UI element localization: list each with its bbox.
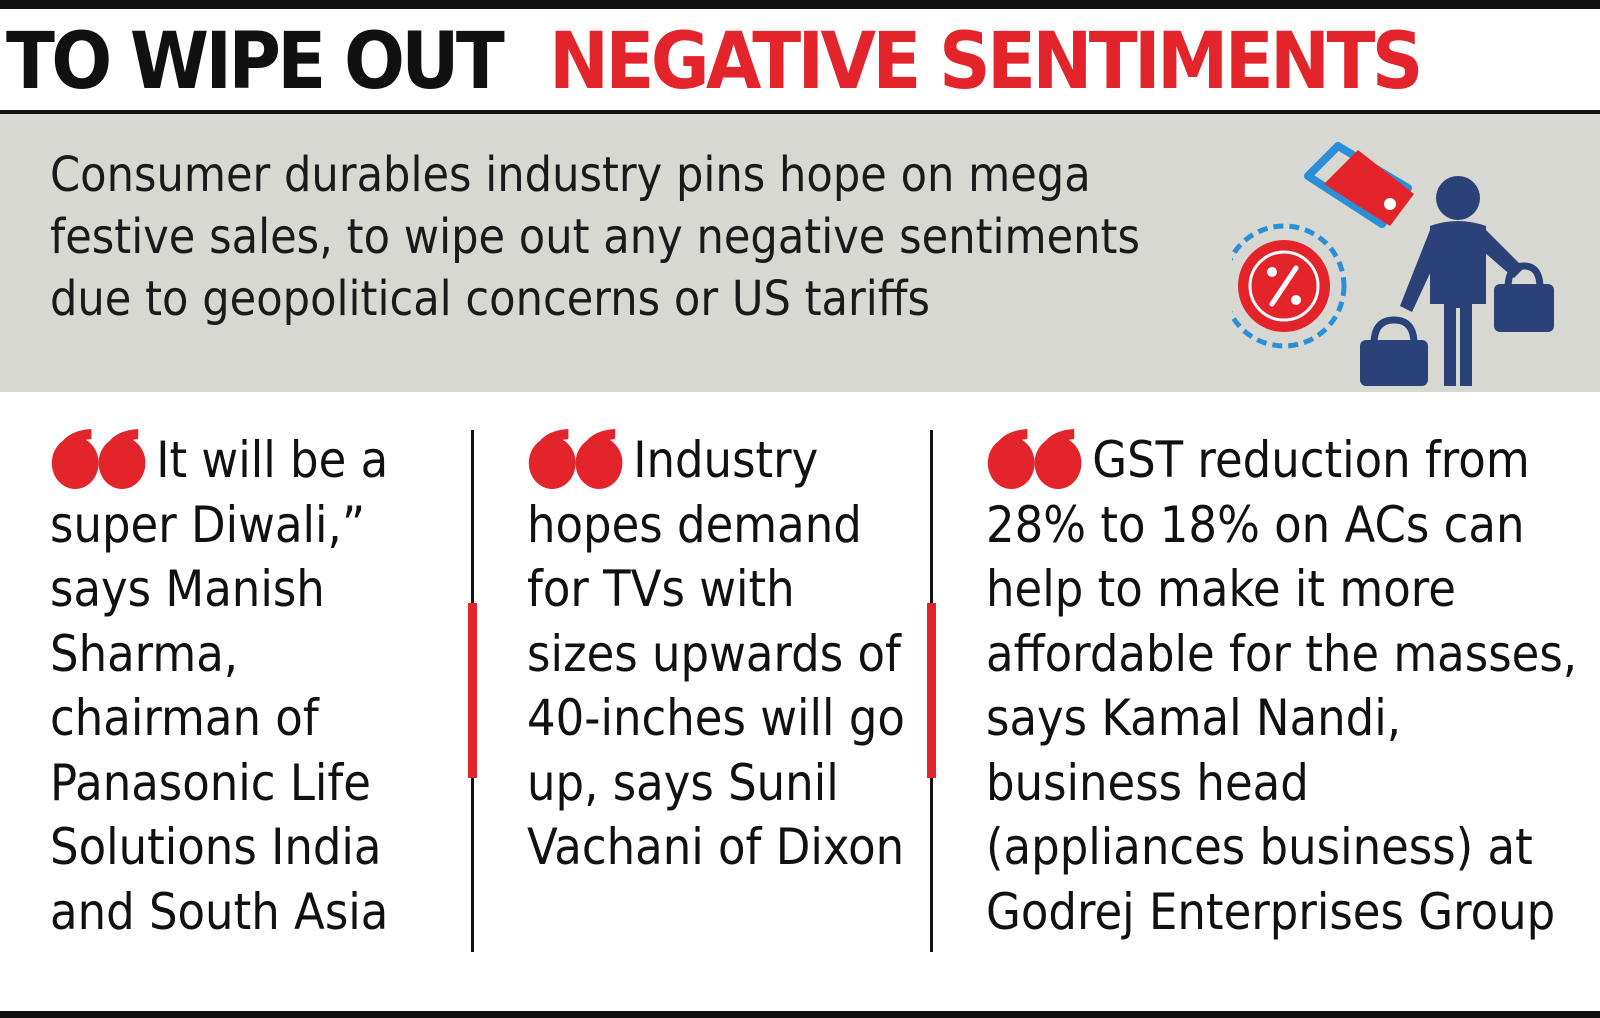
discount-badge-icon xyxy=(1232,223,1347,349)
quote-column-1: It will be a super Diwali,” says Manish … xyxy=(50,425,437,944)
shopping-bag-right-icon xyxy=(1494,262,1554,332)
headline: TO WIPE OUT NEGATIVE SENTIMENTS xyxy=(6,17,1423,107)
quote-mark-icon xyxy=(528,429,623,489)
shopping-bag-left-icon xyxy=(1360,316,1428,386)
quote-text-3: GST reduction from 28% to 18% on ACs can… xyxy=(986,431,1578,941)
quote-mark-icon xyxy=(987,429,1082,489)
lede-text: Consumer durables industry pins hope on … xyxy=(50,147,1140,327)
quote-column-3: GST reduction from 28% to 18% on ACs can… xyxy=(986,425,1580,944)
quote-text-1: It will be a super Diwali,” says Manish … xyxy=(50,431,389,941)
divider-accent-2 xyxy=(927,603,936,778)
quote-column-2: Industry hopes demand for TVs with sizes… xyxy=(527,425,914,880)
headline-part-1: TO WIPE OUT xyxy=(6,17,505,107)
price-tag-icon xyxy=(1304,142,1414,228)
column-divider-2 xyxy=(927,430,936,952)
divider-accent-1 xyxy=(468,603,477,778)
shopper-with-bags-icon xyxy=(1232,142,1554,386)
quote-mark-icon xyxy=(51,429,146,489)
header-rule xyxy=(0,110,1600,114)
column-divider-1 xyxy=(468,430,477,952)
headline-part-2: NEGATIVE SENTIMENTS xyxy=(548,17,1423,107)
quote-text-2: Industry hopes demand for TVs with sizes… xyxy=(527,431,905,876)
